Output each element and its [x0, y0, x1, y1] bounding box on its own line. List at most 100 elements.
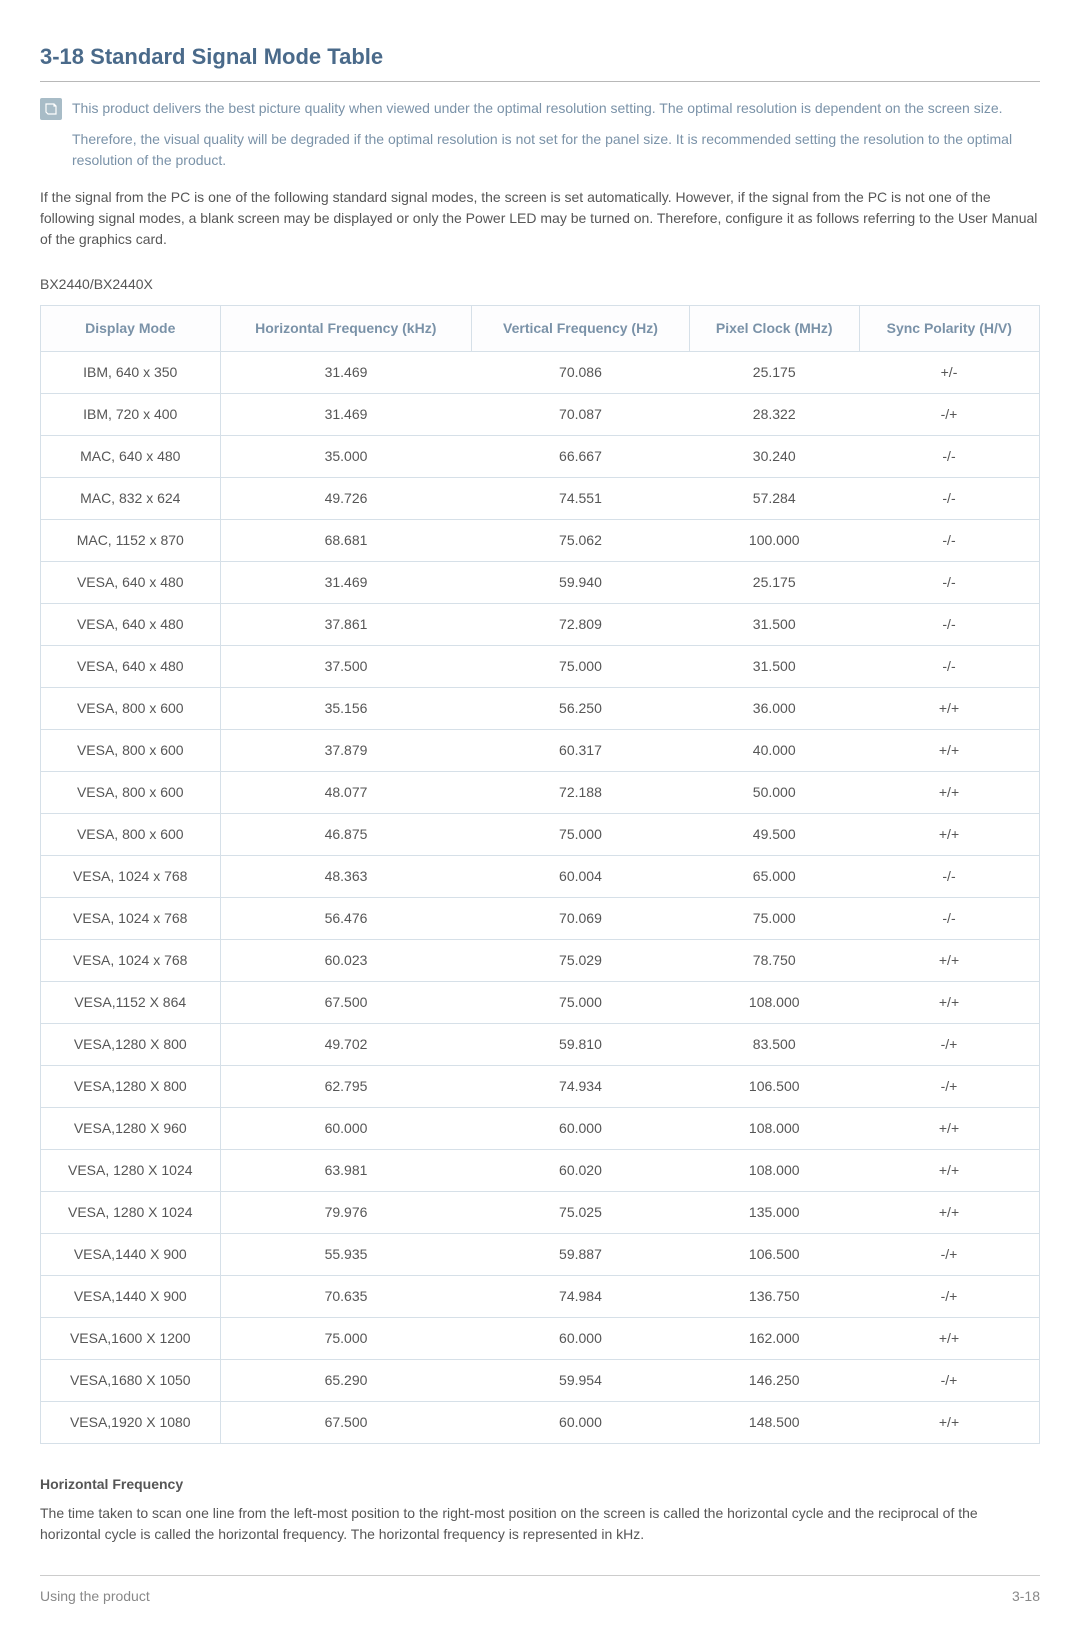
- col-vfreq: Vertical Frequency (Hz): [471, 306, 689, 352]
- table-cell: 48.363: [220, 856, 471, 898]
- table-cell: 25.175: [689, 352, 859, 394]
- table-cell: 75.000: [471, 814, 689, 856]
- footer-left: Using the product: [40, 1586, 150, 1607]
- table-cell: 70.635: [220, 1276, 471, 1318]
- table-cell: -/+: [859, 1360, 1040, 1402]
- table-cell: +/+: [859, 1108, 1040, 1150]
- table-row: VESA, 1024 x 76856.47670.06975.000-/-: [41, 898, 1040, 940]
- table-cell: 74.551: [471, 478, 689, 520]
- table-cell: 31.500: [689, 646, 859, 688]
- table-cell: 162.000: [689, 1318, 859, 1360]
- table-cell: 60.004: [471, 856, 689, 898]
- table-cell: +/-: [859, 352, 1040, 394]
- table-cell: VESA, 640 x 480: [41, 562, 221, 604]
- table-cell: 79.976: [220, 1192, 471, 1234]
- table-cell: 56.476: [220, 898, 471, 940]
- table-cell: 40.000: [689, 730, 859, 772]
- table-cell: VESA, 1024 x 768: [41, 856, 221, 898]
- table-cell: +/+: [859, 1402, 1040, 1444]
- table-row: VESA, 640 x 48037.86172.80931.500-/-: [41, 604, 1040, 646]
- table-cell: 56.250: [471, 688, 689, 730]
- table-row: VESA, 1280 X 102463.98160.020108.000+/+: [41, 1150, 1040, 1192]
- table-cell: 49.500: [689, 814, 859, 856]
- table-row: VESA,1280 X 80049.70259.81083.500-/+: [41, 1024, 1040, 1066]
- table-cell: -/-: [859, 898, 1040, 940]
- table-cell: 31.469: [220, 562, 471, 604]
- table-cell: +/+: [859, 730, 1040, 772]
- page-title: 3-18 Standard Signal Mode Table: [40, 40, 1040, 82]
- table-cell: VESA,1600 X 1200: [41, 1318, 221, 1360]
- table-cell: IBM, 640 x 350: [41, 352, 221, 394]
- table-cell: 135.000: [689, 1192, 859, 1234]
- table-cell: 35.156: [220, 688, 471, 730]
- table-cell: 108.000: [689, 1108, 859, 1150]
- table-cell: 37.879: [220, 730, 471, 772]
- table-cell: MAC, 640 x 480: [41, 436, 221, 478]
- table-cell: 70.086: [471, 352, 689, 394]
- table-cell: -/-: [859, 436, 1040, 478]
- table-row: VESA, 800 x 60035.15656.25036.000+/+: [41, 688, 1040, 730]
- table-cell: VESA,1440 X 900: [41, 1234, 221, 1276]
- table-row: VESA, 800 x 60048.07772.18850.000+/+: [41, 772, 1040, 814]
- table-cell: MAC, 832 x 624: [41, 478, 221, 520]
- table-cell: 25.175: [689, 562, 859, 604]
- table-cell: 68.681: [220, 520, 471, 562]
- table-cell: 70.087: [471, 394, 689, 436]
- table-cell: 74.934: [471, 1066, 689, 1108]
- col-hfreq: Horizontal Frequency (kHz): [220, 306, 471, 352]
- table-cell: 59.954: [471, 1360, 689, 1402]
- table-cell: -/+: [859, 1066, 1040, 1108]
- table-cell: 31.469: [220, 352, 471, 394]
- table-row: VESA,1920 X 108067.50060.000148.500+/+: [41, 1402, 1040, 1444]
- table-cell: 78.750: [689, 940, 859, 982]
- table-row: VESA, 1024 x 76848.36360.00465.000-/-: [41, 856, 1040, 898]
- table-row: IBM, 640 x 35031.46970.08625.175+/-: [41, 352, 1040, 394]
- table-cell: MAC, 1152 x 870: [41, 520, 221, 562]
- table-row: MAC, 640 x 48035.00066.66730.240-/-: [41, 436, 1040, 478]
- table-cell: -/+: [859, 394, 1040, 436]
- table-cell: 46.875: [220, 814, 471, 856]
- table-cell: 75.025: [471, 1192, 689, 1234]
- table-row: VESA,1600 X 120075.00060.000162.000+/+: [41, 1318, 1040, 1360]
- table-cell: 62.795: [220, 1066, 471, 1108]
- table-cell: 74.984: [471, 1276, 689, 1318]
- table-cell: 37.500: [220, 646, 471, 688]
- table-cell: VESA, 1024 x 768: [41, 940, 221, 982]
- table-cell: 48.077: [220, 772, 471, 814]
- note-paragraph-1: This product delivers the best picture q…: [72, 98, 1040, 119]
- table-cell: -/+: [859, 1276, 1040, 1318]
- footer-right: 3-18: [1012, 1586, 1040, 1607]
- table-cell: 60.000: [471, 1318, 689, 1360]
- col-display-mode: Display Mode: [41, 306, 221, 352]
- table-cell: 63.981: [220, 1150, 471, 1192]
- table-cell: VESA, 800 x 600: [41, 772, 221, 814]
- table-cell: 66.667: [471, 436, 689, 478]
- table-cell: 55.935: [220, 1234, 471, 1276]
- table-cell: VESA, 800 x 600: [41, 730, 221, 772]
- col-pixel-clock: Pixel Clock (MHz): [689, 306, 859, 352]
- table-cell: 31.469: [220, 394, 471, 436]
- table-cell: 59.810: [471, 1024, 689, 1066]
- table-cell: VESA,1680 X 1050: [41, 1360, 221, 1402]
- table-cell: 108.000: [689, 1150, 859, 1192]
- table-cell: +/+: [859, 688, 1040, 730]
- table-cell: 60.020: [471, 1150, 689, 1192]
- table-cell: 75.062: [471, 520, 689, 562]
- table-row: VESA, 800 x 60037.87960.31740.000+/+: [41, 730, 1040, 772]
- table-row: VESA, 640 x 48037.50075.00031.500-/-: [41, 646, 1040, 688]
- table-cell: VESA, 1280 X 1024: [41, 1150, 221, 1192]
- table-cell: 100.000: [689, 520, 859, 562]
- table-row: VESA,1440 X 90070.63574.984136.750-/+: [41, 1276, 1040, 1318]
- table-cell: 59.887: [471, 1234, 689, 1276]
- table-cell: +/+: [859, 1318, 1040, 1360]
- table-cell: 146.250: [689, 1360, 859, 1402]
- table-cell: 49.702: [220, 1024, 471, 1066]
- table-cell: 67.500: [220, 982, 471, 1024]
- table-cell: 60.000: [471, 1402, 689, 1444]
- table-cell: 60.023: [220, 940, 471, 982]
- table-cell: VESA, 800 x 600: [41, 688, 221, 730]
- table-cell: +/+: [859, 1192, 1040, 1234]
- table-cell: +/+: [859, 772, 1040, 814]
- table-row: IBM, 720 x 40031.46970.08728.322-/+: [41, 394, 1040, 436]
- table-cell: -/-: [859, 520, 1040, 562]
